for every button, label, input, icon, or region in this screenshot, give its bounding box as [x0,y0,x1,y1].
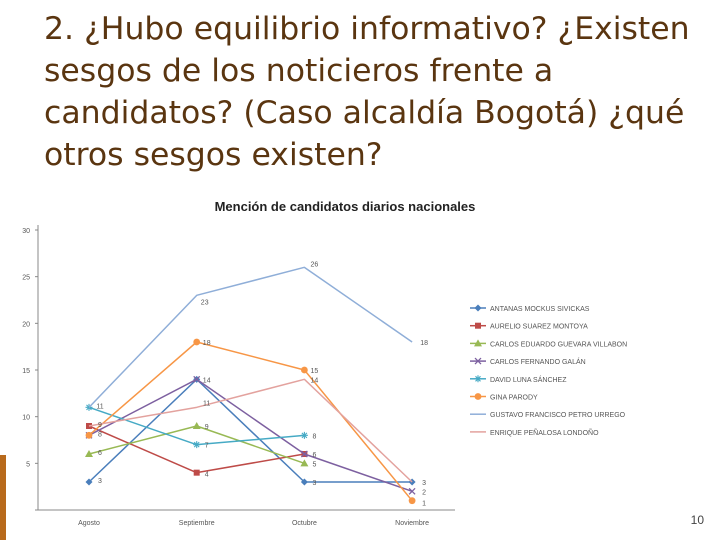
y-tick-label: 15 [22,368,30,375]
data-label: 11 [203,400,210,407]
data-label: 18 [203,340,211,347]
y-tick-label: 25 [22,275,30,282]
data-point-marker [85,478,93,486]
legend-label: AURELIO SUAREZ MONTOYA [490,324,588,331]
y-tick-label: 20 [22,321,30,328]
data-label: 3 [98,478,102,485]
data-label: 9 [98,422,102,429]
data-point-marker [474,339,482,347]
legend-label: DAVID LUNA SÁNCHEZ [490,375,567,384]
legend-label: GUSTAVO FRANCISCO PETRO URREGO [490,412,626,419]
data-label: 18 [420,340,428,347]
legend-item: ENRIQUE PEÑALOSA LONDOÑO [470,428,599,437]
data-label: 8 [312,433,316,440]
y-tick-label: 30 [22,228,30,235]
data-point-marker [193,338,201,346]
slide-title: 2. ¿Hubo equilibrio informativo? ¿Existe… [44,11,690,173]
data-point-marker [300,431,308,439]
data-label: 6 [98,450,102,457]
data-point-marker [474,304,482,312]
legend-label: CARLOS EDUARDO GUEVARA VILLABON [490,341,627,348]
series-line [88,266,413,408]
data-label: 26 [311,261,319,268]
line-chart: Mención de candidatos diarios nacionales… [22,199,627,527]
data-label: 7 [205,443,209,450]
data-label: 1 [422,501,426,508]
data-point-marker [192,422,201,429]
data-label: 3 [422,480,426,487]
series-line [88,378,413,483]
series-group [88,266,413,408]
data-label: 14 [203,377,211,384]
x-tick-label: Octubre [292,520,317,527]
data-label: 4 [205,472,209,479]
y-tick-label: 10 [22,415,30,422]
data-label: 5 [312,461,316,468]
legend-item: ANTANAS MOCKUS SIVICKAS [470,304,590,313]
data-label: 6 [312,452,316,459]
series-group [86,423,308,476]
data-label: 2 [422,489,426,496]
data-point-marker [193,469,200,476]
x-tick-label: Septiembre [179,520,215,527]
data-label: 23 [201,299,209,306]
data-label: 15 [311,368,319,375]
series-group [85,375,416,486]
series-group [88,378,413,483]
legend-item: AURELIO SUAREZ MONTOYA [470,322,588,331]
legend-item: GINA PARODY [470,393,538,402]
legend-label: GINA PARODY [490,395,538,402]
series-line [88,378,413,483]
legend-label: ENRIQUE PEÑALOSA LONDOÑO [490,428,599,437]
data-label: 14 [311,377,319,384]
series-line [88,341,413,502]
data-point-marker [85,431,93,439]
series-group [85,422,309,467]
data-point-marker [85,450,93,457]
data-point-marker [193,375,201,383]
page-number: 10 [690,513,704,527]
legend-item: CARLOS FERNANDO GALÁN [470,357,586,366]
data-point-marker [300,478,308,486]
data-point-marker [474,357,482,365]
y-tick-label: 5 [26,461,30,468]
data-point-marker [408,497,416,505]
series-line [88,378,413,493]
data-label: 11 [96,403,103,410]
legend-label: CARLOS FERNANDO GALÁN [490,357,586,366]
data-point-marker [474,393,482,400]
data-label: 8 [98,431,102,438]
data-point-marker [475,322,481,329]
legend-item: CARLOS EDUARDO GUEVARA VILLABON [470,339,627,348]
series-line [88,425,305,474]
legend-item: GUSTAVO FRANCISCO PETRO URREGO [470,412,626,419]
x-tick-label: Noviembre [395,520,429,527]
data-point-marker [408,487,416,495]
left-accent-bar [0,455,6,540]
legend-item: DAVID LUNA SÁNCHEZ [470,375,567,384]
data-point-marker [301,366,308,374]
data-point-marker [193,441,201,449]
data-point-marker [474,375,482,383]
data-point-marker [300,459,309,467]
data-label: 9 [205,424,209,431]
series-group [85,338,416,505]
data-label: 3 [312,480,316,487]
x-tick-label: Agosto [78,520,100,527]
chart-title: Mención de candidatos diarios nacionales [215,199,476,214]
data-point-marker [300,450,308,458]
legend-label: ANTANAS MOCKUS SIVICKAS [490,306,590,313]
